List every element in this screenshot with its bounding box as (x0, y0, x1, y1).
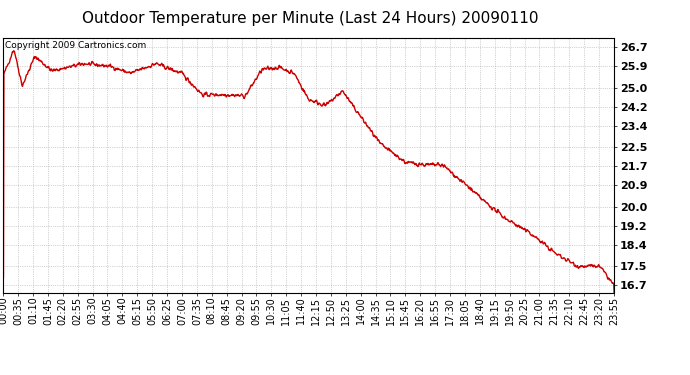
Text: Outdoor Temperature per Minute (Last 24 Hours) 20090110: Outdoor Temperature per Minute (Last 24 … (82, 11, 539, 26)
Text: Copyright 2009 Cartronics.com: Copyright 2009 Cartronics.com (5, 41, 146, 50)
